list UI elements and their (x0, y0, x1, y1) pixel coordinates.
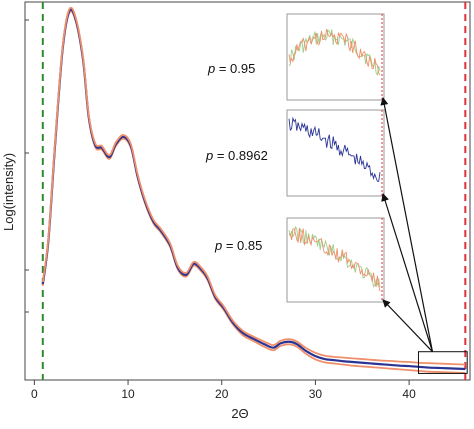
series-layer (41, 6, 466, 374)
zoom-box (417, 351, 468, 374)
inset-label: p = 0.85 (214, 238, 262, 253)
inset-frame (286, 217, 385, 303)
x-tick-label-10: 10 (121, 387, 135, 401)
zoom-arrow-1 (380, 97, 434, 352)
inset-label-value: = 0.85 (222, 238, 262, 253)
zoom-arrow-3 (382, 299, 433, 353)
series-line-3 (41, 6, 466, 366)
x-ticks: 0 10 20 30 40 (31, 380, 416, 401)
inset-trace (288, 29, 381, 76)
x-tick-label-0: 0 (31, 387, 38, 401)
inset-frame (286, 13, 385, 101)
plot-frame (24, 1, 471, 381)
inset-1: p = 0.95 (207, 13, 385, 101)
inset-3: p = 0.85 (214, 217, 385, 303)
inset-trace (288, 227, 381, 292)
inset-label-value: = 0.8962 (213, 148, 268, 163)
x-tick-label-30: 30 (309, 387, 323, 401)
x-tick-label-40: 40 (402, 387, 416, 401)
inset-2: p = 0.8962 (205, 109, 385, 197)
x-axis-title: 2Θ (231, 406, 248, 421)
x-tick-label-20: 20 (215, 387, 229, 401)
y-ticks (25, 19, 29, 313)
inset-label: p = 0.8962 (205, 148, 268, 163)
reference-lines (41, 2, 467, 380)
inset-frame (286, 109, 385, 197)
inset-trace (288, 116, 381, 182)
arrows-layer (380, 97, 434, 353)
y-axis-title: Log(intensity) (1, 153, 16, 231)
inset-label-var: p (205, 148, 213, 163)
inset-label-var: p (214, 238, 222, 253)
inset-label-value: = 0.95 (215, 61, 255, 76)
inset-label: p = 0.95 (207, 61, 255, 76)
inset-label-var: p (207, 61, 215, 76)
series-line-2 (41, 8, 466, 371)
zoom-arrow-2 (381, 193, 434, 352)
